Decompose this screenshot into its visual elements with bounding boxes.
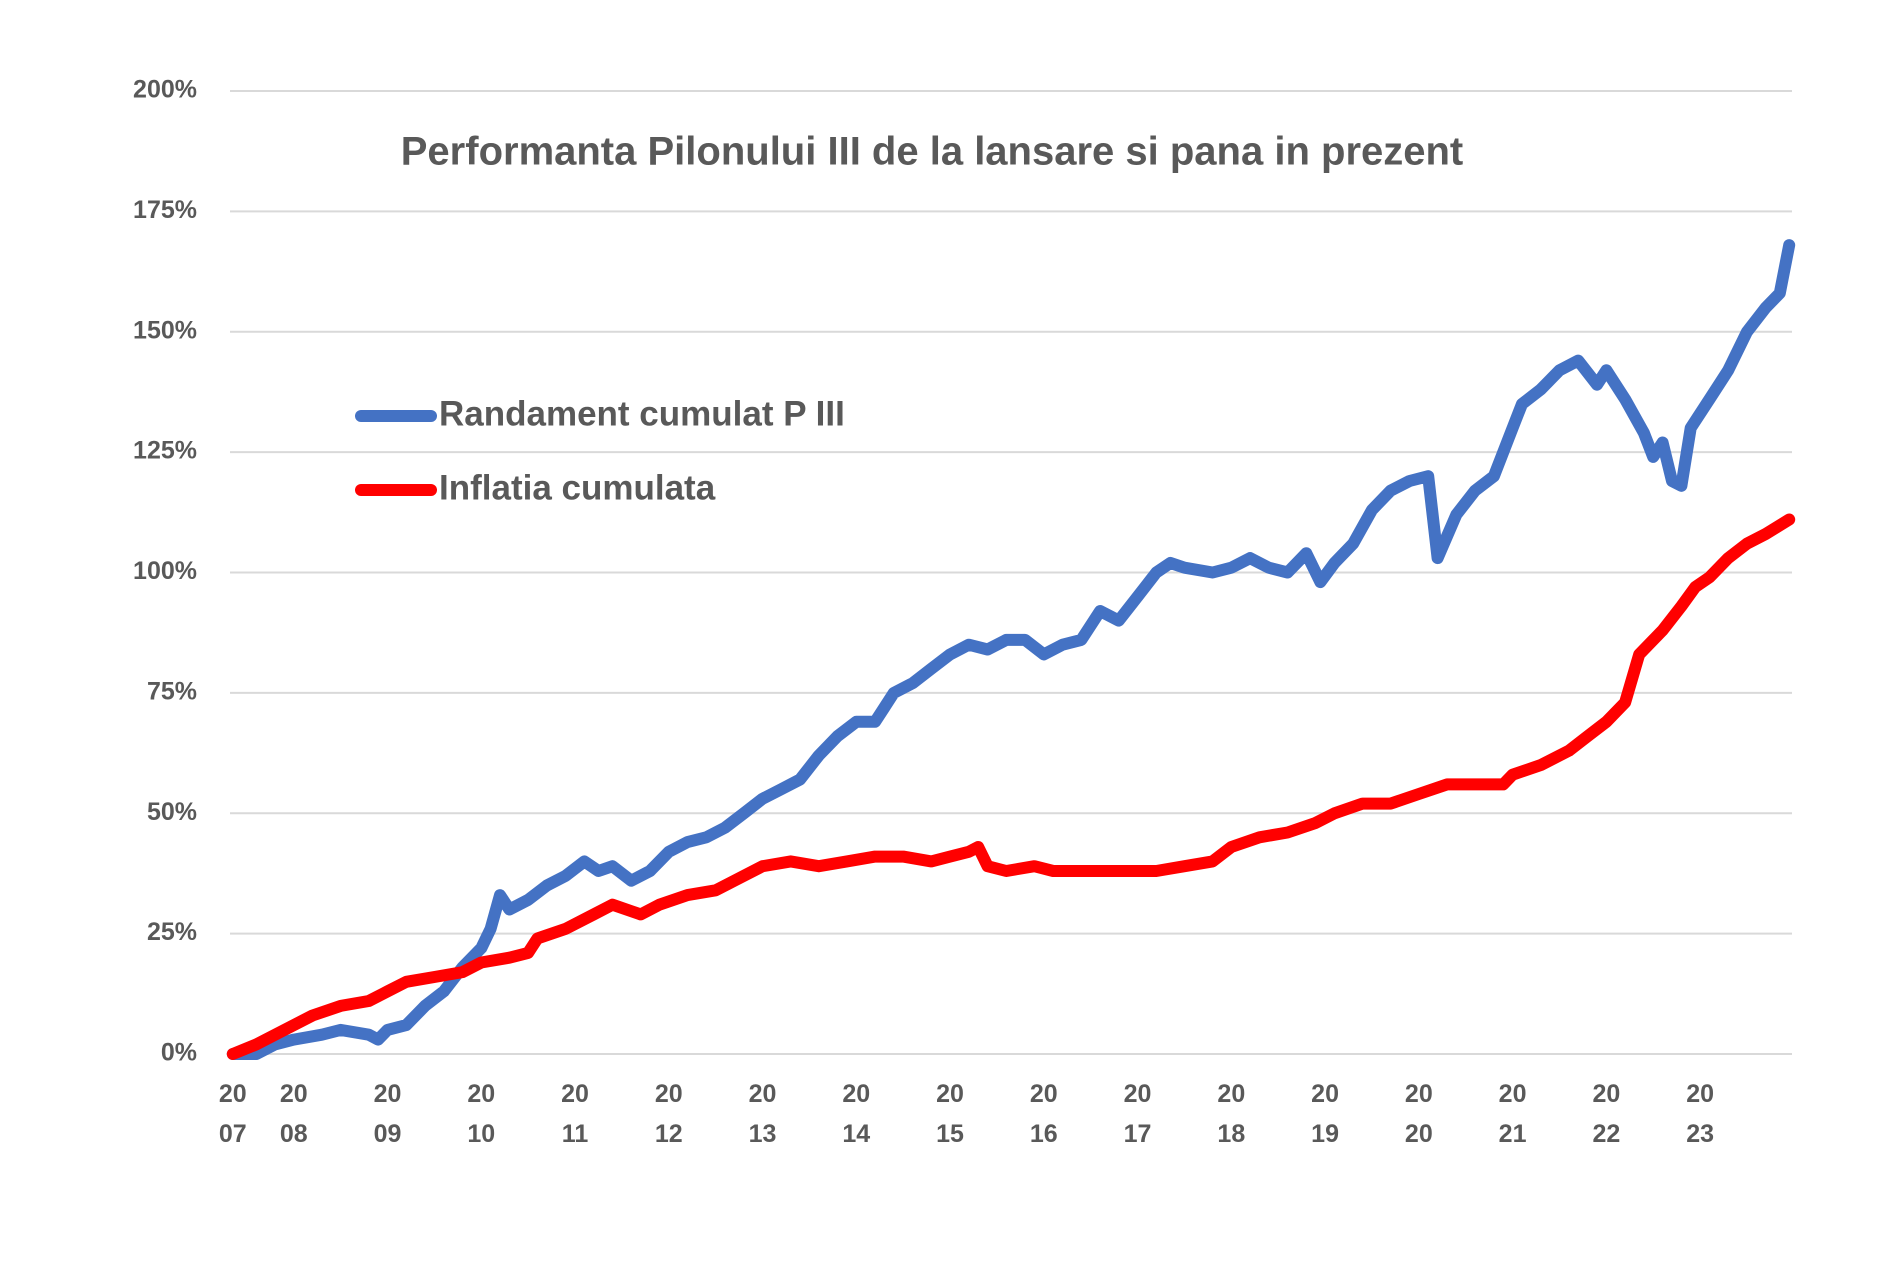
x-tick-label: 2009 bbox=[373, 1080, 402, 1148]
x-tick-label: 2010 bbox=[467, 1080, 496, 1148]
x-tick-label: 2012 bbox=[654, 1080, 683, 1148]
x-tick-label: 2017 bbox=[1123, 1080, 1152, 1148]
x-tick-label: 2008 bbox=[279, 1080, 308, 1148]
series-line bbox=[226, 513, 1796, 1060]
chart-title: Performanta Pilonului III de la lansare … bbox=[401, 130, 1464, 174]
x-tick-label: 2021 bbox=[1498, 1080, 1527, 1148]
x-tick-label: 2019 bbox=[1311, 1080, 1339, 1148]
x-tick-label: 2011 bbox=[561, 1080, 589, 1148]
x-tick-label: 2022 bbox=[1592, 1080, 1621, 1148]
y-tick-label: 125% bbox=[133, 437, 197, 465]
legend-label: Inflatia cumulata bbox=[439, 468, 716, 507]
x-tick-label: 2013 bbox=[748, 1080, 777, 1148]
x-tick-label: 2016 bbox=[1029, 1080, 1058, 1148]
y-tick-label: 0% bbox=[161, 1039, 197, 1067]
y-tick-label: 75% bbox=[147, 677, 197, 705]
y-tick-label: 200% bbox=[133, 76, 197, 104]
x-tick-label: 2007 bbox=[218, 1080, 247, 1148]
x-tick-label: 2015 bbox=[936, 1080, 964, 1148]
series-line bbox=[226, 239, 1796, 1060]
x-tick-label: 2014 bbox=[842, 1080, 871, 1148]
x-tick-label: 2020 bbox=[1404, 1080, 1433, 1148]
x-tick-label: 2023 bbox=[1686, 1080, 1715, 1148]
y-tick-label: 175% bbox=[133, 196, 197, 224]
x-tick-label: 2018 bbox=[1217, 1080, 1246, 1148]
y-tick-label: 150% bbox=[133, 316, 197, 344]
y-tick-label: 100% bbox=[133, 557, 197, 585]
y-tick-label: 50% bbox=[147, 798, 197, 826]
y-tick-label: 25% bbox=[147, 918, 197, 946]
legend-label: Randament cumulat P III bbox=[439, 394, 845, 433]
